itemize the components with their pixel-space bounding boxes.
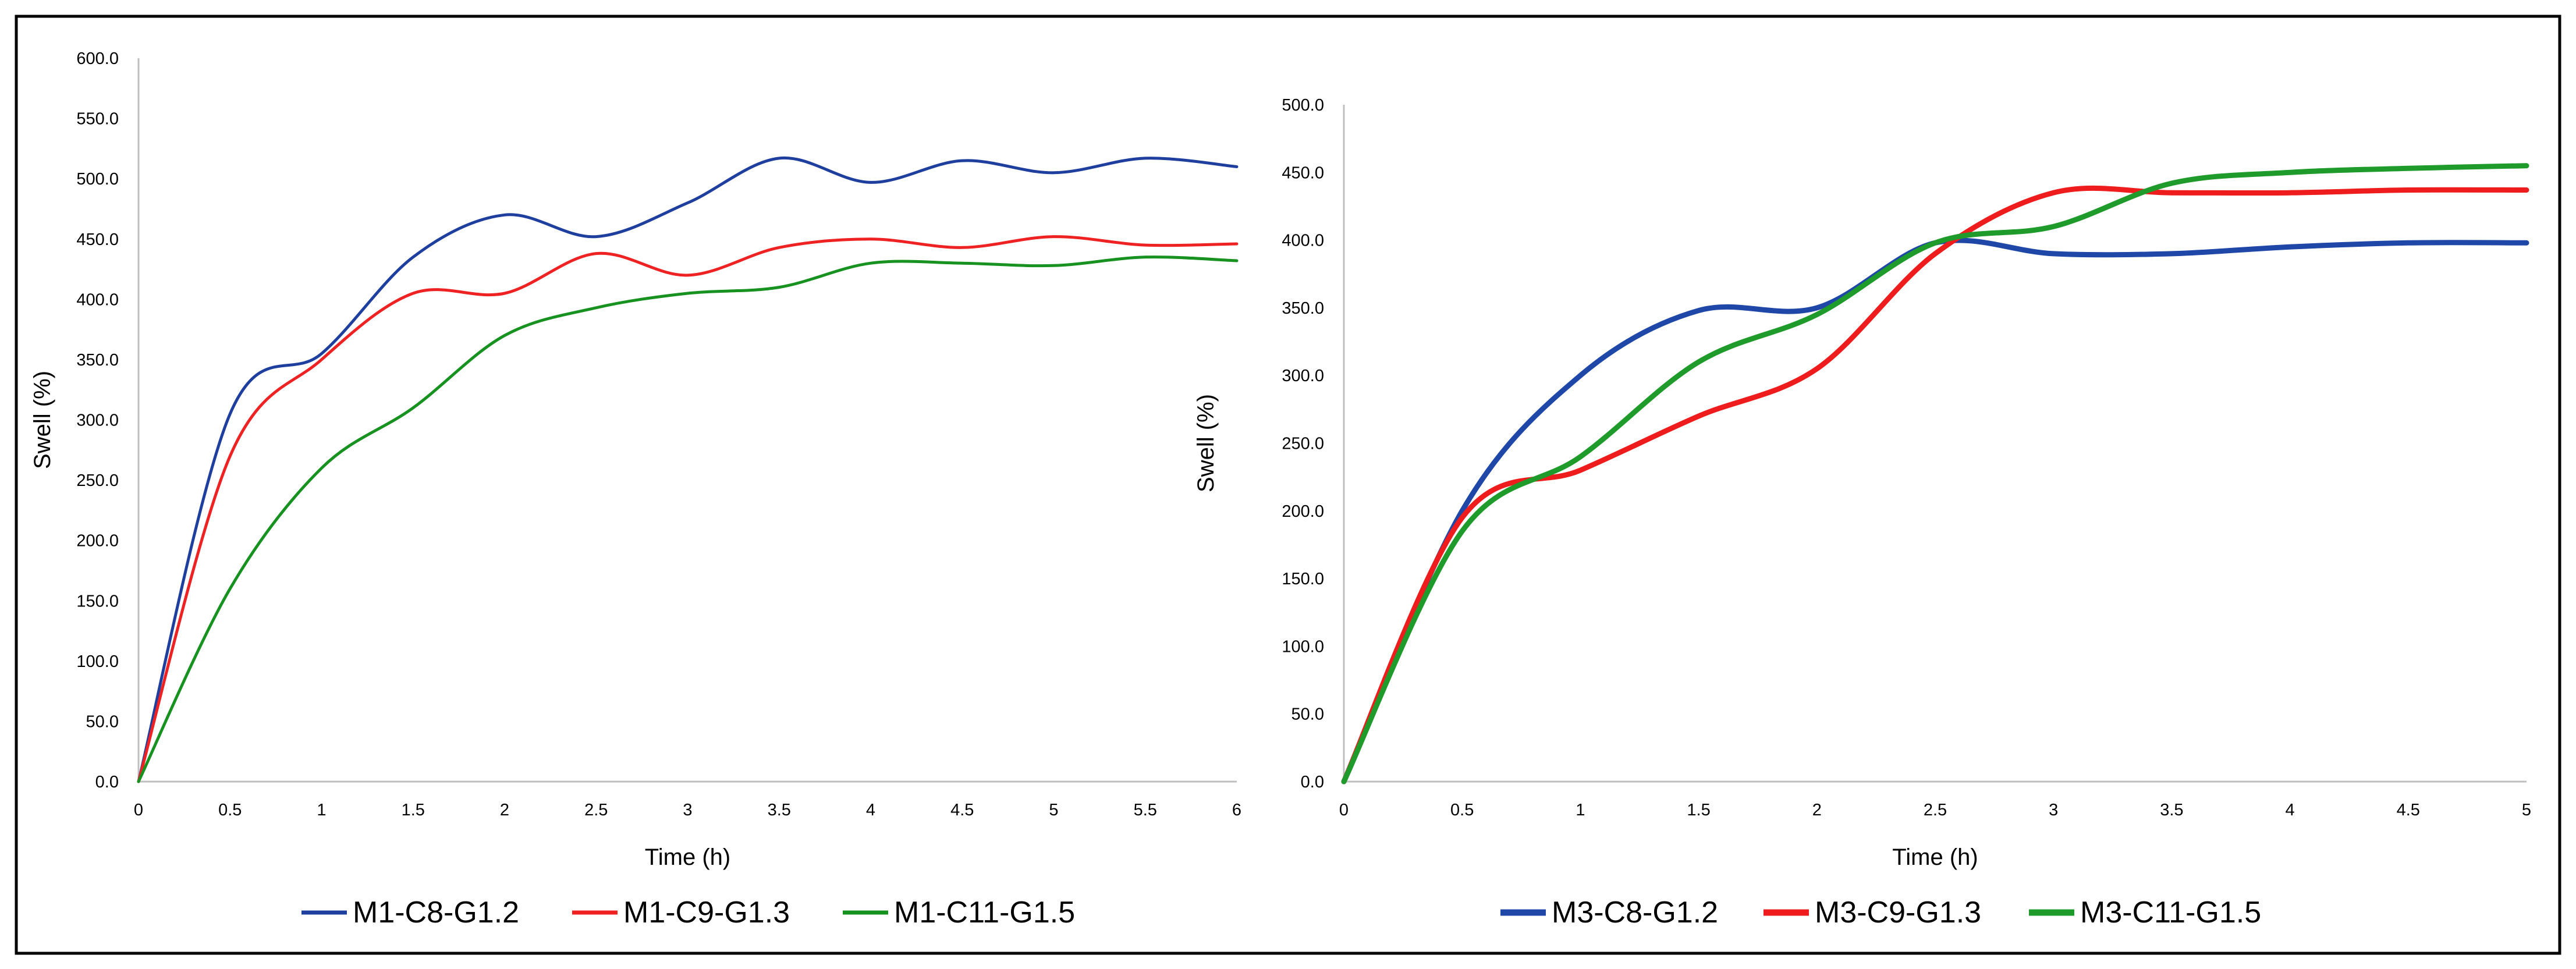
figure-border [15,15,2561,955]
legend: M1-C8-G1.2 M1-C9-G1.3 M1-C11-G1.5 [301,896,1075,929]
y-tick-label: 400.0 [76,290,119,309]
y-tick-label: 300.0 [76,411,119,430]
x-tick-label: 5 [1049,801,1058,819]
x-tick-label: 0.5 [218,801,242,819]
x-tick-label: 6 [1232,801,1241,819]
y-tick-label: 350.0 [1282,299,1324,318]
x-tick-label: 1.5 [402,801,425,819]
y-tick-label: 500.0 [1282,96,1324,115]
chart-1: 0.050.0100.0150.0200.0250.0300.0350.0400… [30,49,1241,929]
x-tick-label: 2 [1812,801,1822,819]
x-tick-label: 3 [2049,801,2058,819]
y-tick-label: 500.0 [76,170,119,189]
x-tick-label: 4 [866,801,875,819]
legend-label: M3-C11-G1.5 [2080,896,2261,929]
y-tick-label: 100.0 [76,652,119,671]
y-tick-label: 400.0 [1282,232,1324,250]
x-tick-label: 1 [317,801,326,819]
y-axis-title: Swell (%) [1193,394,1219,492]
x-tick-label: 2.5 [584,801,608,819]
x-tick-label: 5.5 [1134,801,1157,819]
y-tick-label: 600.0 [76,49,119,68]
y-axis-title: Swell (%) [30,371,55,469]
y-tick-label: 450.0 [1282,164,1324,182]
x-tick-label: 2.5 [1924,801,1947,819]
legend-label: M3-C8-G1.2 [1552,896,1718,929]
series-line-m1-c9-g1.3 [137,235,1239,783]
legend: M3-C8-G1.2 M3-C9-G1.3 M3-C11-G1.5 [1500,896,2261,929]
x-tick-label: 4.5 [950,801,974,819]
x-tick-label: 4 [2286,801,2295,819]
x-tick-label: 3.5 [768,801,791,819]
x-tick-label: 5 [2522,801,2531,819]
legend-label: M3-C9-G1.3 [1815,896,1981,929]
y-tick-label: 200.0 [76,532,119,551]
y-tick-label: 350.0 [76,351,119,370]
series-line-m1-c11-g1.5 [137,255,1239,783]
y-tick-label: 50.0 [1291,705,1324,724]
x-tick-label: 0 [134,801,143,819]
y-tick-label: 550.0 [76,110,119,129]
chart-2: 0.050.0100.0150.0200.0250.0300.0350.0400… [1193,96,2531,929]
y-tick-label: 250.0 [1282,435,1324,453]
x-tick-label: 3.5 [2160,801,2183,819]
x-tick-label: 1 [1576,801,1585,819]
legend-label: M1-C9-G1.3 [623,896,790,929]
x-tick-label: 0 [1339,801,1349,819]
y-tick-label: 450.0 [76,230,119,249]
x-tick-label: 2 [500,801,509,819]
x-tick-label: 4.5 [2397,801,2420,819]
x-axis-title: Time (h) [1892,844,1978,870]
y-tick-label: 250.0 [76,471,119,490]
series-line-m3-c9-g1.3 [1341,185,2529,785]
y-tick-label: 0.0 [1301,773,1324,791]
x-tick-label: 3 [683,801,692,819]
y-tick-label: 150.0 [1282,570,1324,588]
y-tick-label: 150.0 [76,592,119,610]
y-tick-label: 300.0 [1282,367,1324,385]
y-tick-label: 50.0 [86,712,119,731]
series-line-m3-c11-g1.5 [1341,163,2529,785]
x-tick-label: 1.5 [1687,801,1710,819]
chart-layer: 0.050.0100.0150.0200.0250.0300.0350.0400… [30,49,2531,929]
legend-label: M1-C11-G1.5 [894,896,1075,929]
legend-label: M1-C8-G1.2 [353,896,519,929]
x-axis-title: Time (h) [645,844,730,870]
y-tick-label: 100.0 [1282,637,1324,656]
y-tick-label: 0.0 [95,773,119,791]
series-line-m1-c8-g1.2 [137,156,1239,783]
y-tick-label: 200.0 [1282,502,1324,521]
x-tick-label: 0.5 [1450,801,1474,819]
